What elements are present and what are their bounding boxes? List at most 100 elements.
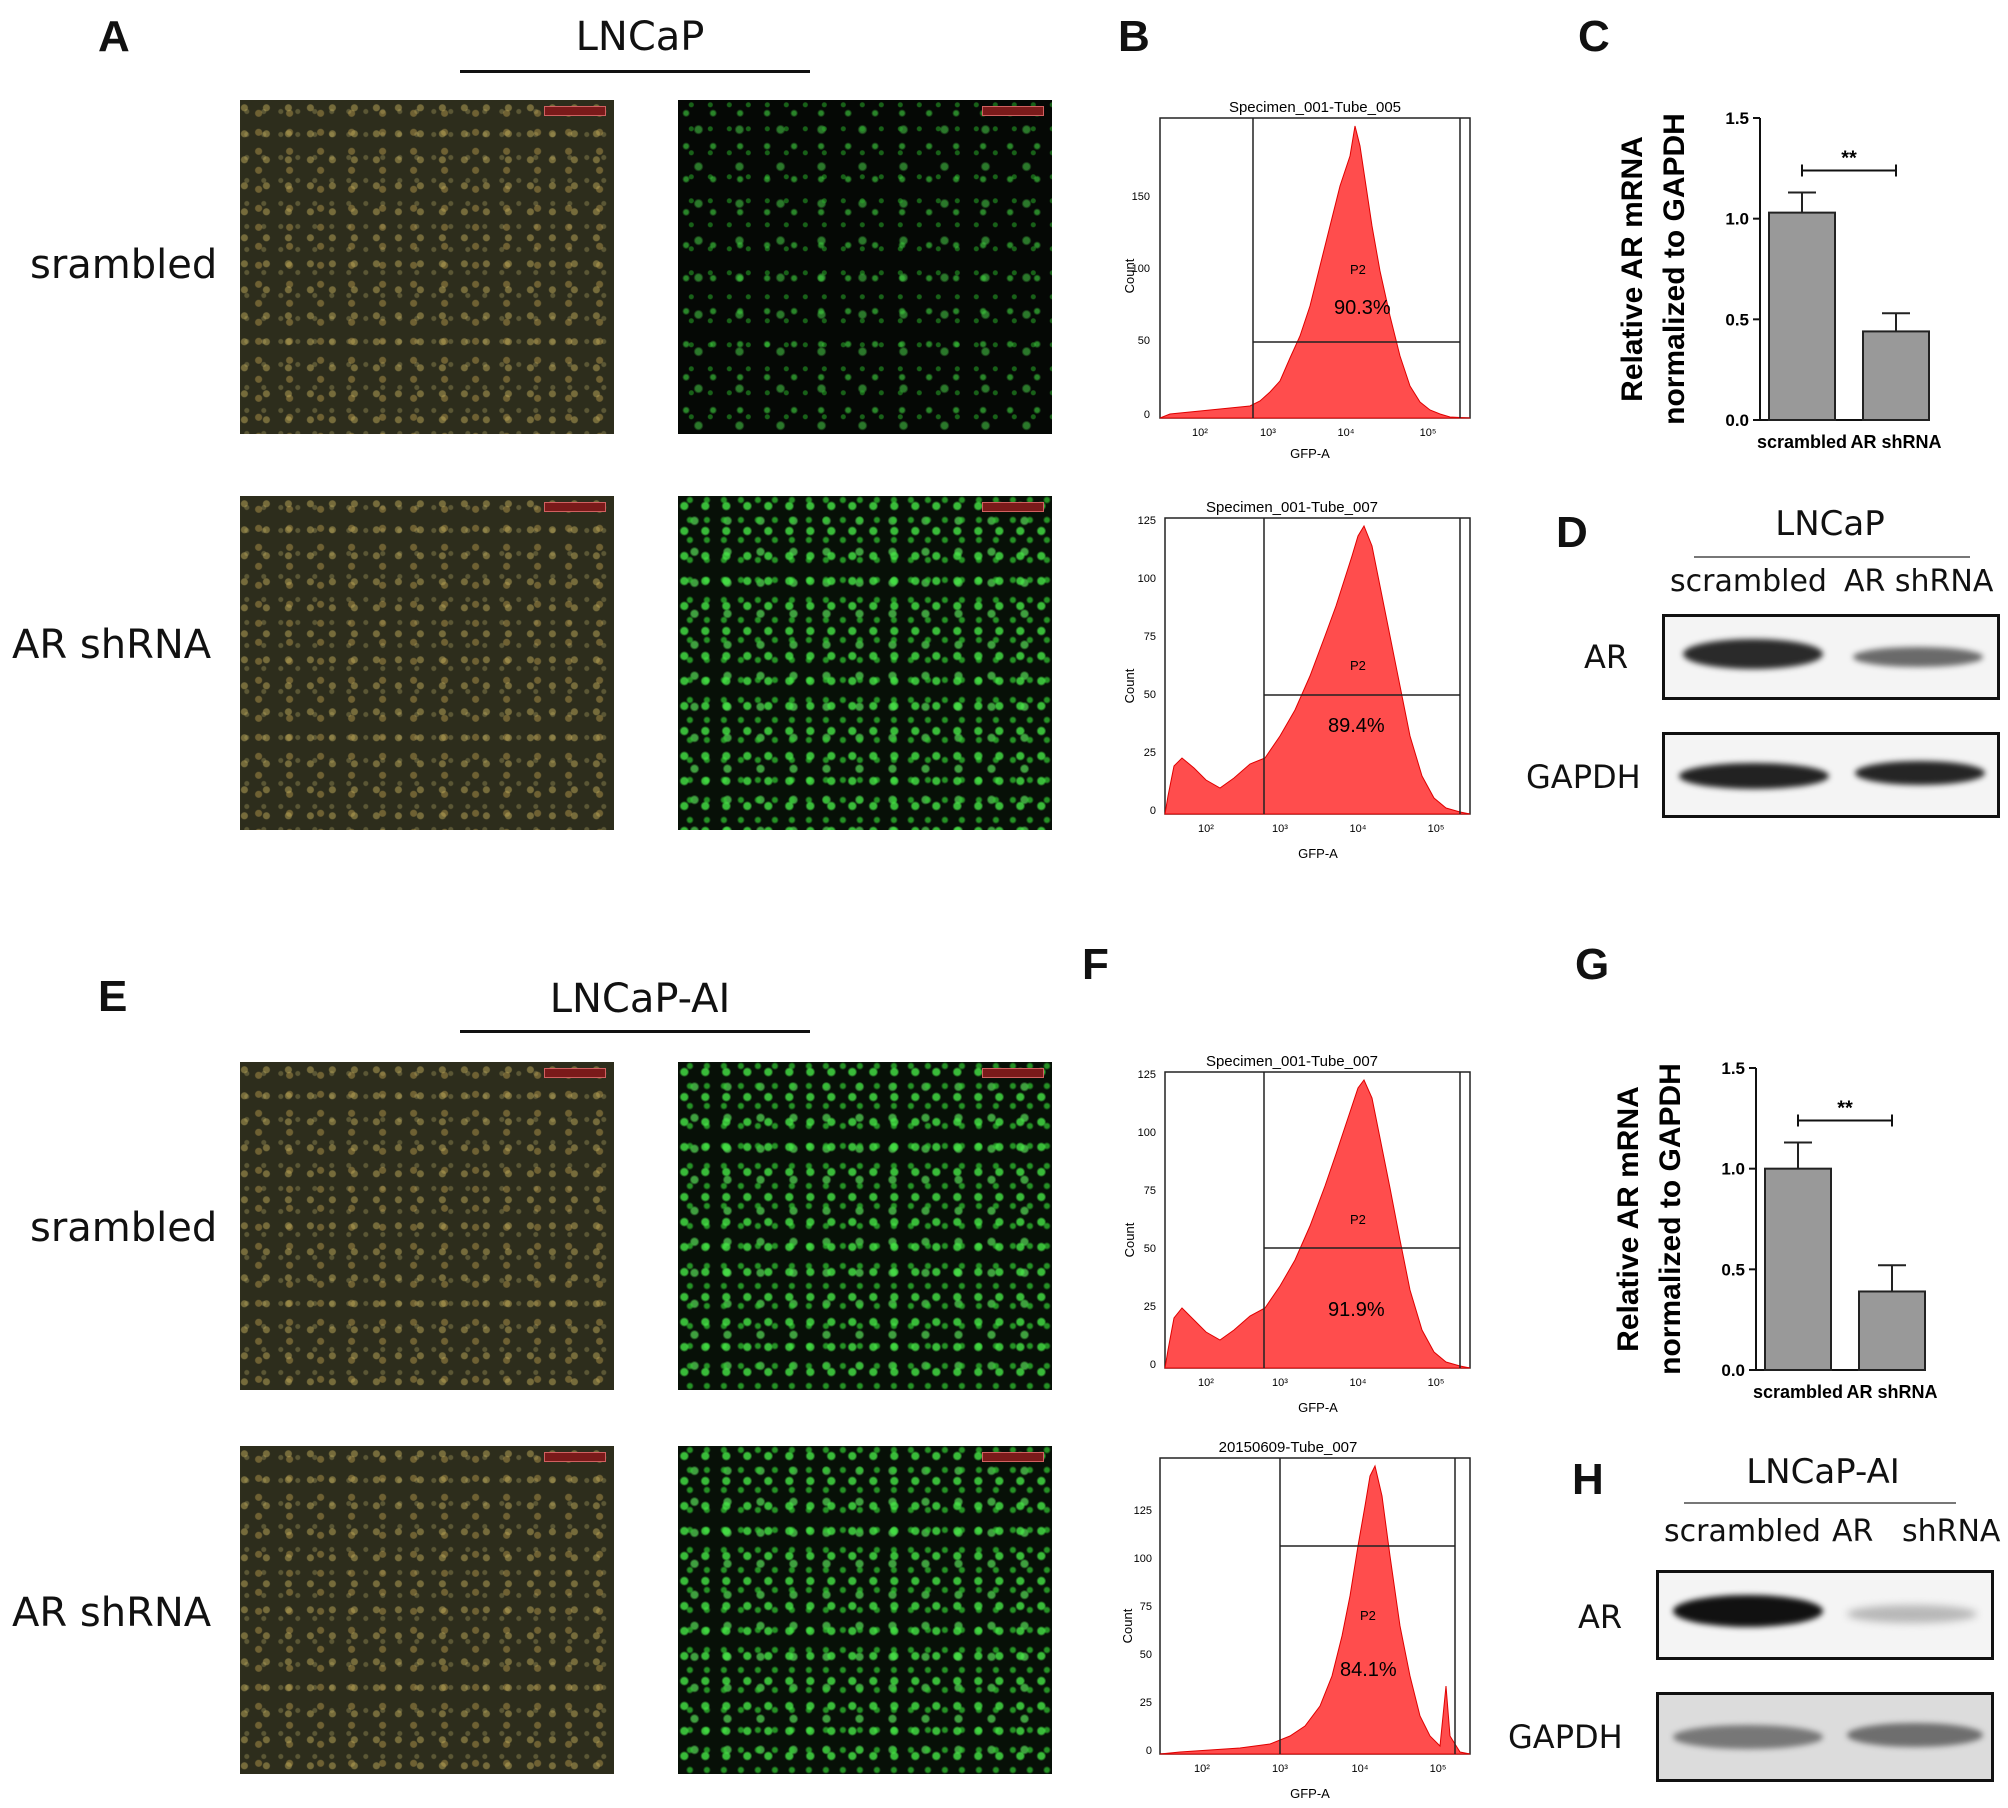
western-protein-label: GAPDH xyxy=(1508,1718,1623,1756)
flow-xlabel: GFP-A xyxy=(1290,446,1330,461)
flow-percent: 91.9% xyxy=(1328,1299,1385,1321)
flow-ytick: 0 xyxy=(1146,1745,1152,1757)
flow-histogram-fill xyxy=(1164,1079,1471,1369)
micrograph-gfp-scrambled-lncap-ai xyxy=(678,1062,1052,1390)
flow-xtick: 10⁵ xyxy=(1430,1763,1447,1775)
flow-xtick: 10² xyxy=(1192,427,1208,439)
flow-ytick: 100 xyxy=(1134,1553,1152,1565)
chart-category-label: scrambled xyxy=(1753,1382,1843,1402)
chart-ytick-label: 0.5 xyxy=(1725,310,1749,329)
flow-xtick: 10⁴ xyxy=(1338,427,1355,439)
micrograph-brightfield-ar-shrna-lncap-ai xyxy=(240,1446,614,1774)
western-blot-ar-d xyxy=(1662,614,2000,700)
flow-ytick: 100 xyxy=(1138,1127,1156,1139)
western-band xyxy=(1679,763,1829,789)
flow-histogram-f-top: Specimen_001-Tube_007 P2 91.9% Count 0 2… xyxy=(1122,1053,1471,1415)
chart-bar xyxy=(1858,1290,1926,1371)
flow-ytick: 75 xyxy=(1144,1185,1156,1197)
flow-xtick: 10² xyxy=(1194,1763,1210,1775)
flow-ytick: 25 xyxy=(1144,1301,1156,1313)
panel-label-c: C xyxy=(1578,12,1610,61)
western-band xyxy=(1673,1725,1823,1749)
row-label-ar-shrna-bottom: AR shRNA xyxy=(12,1590,212,1636)
chart-significance-label: ** xyxy=(1837,1097,1853,1119)
flow-ytick: 25 xyxy=(1140,1697,1152,1709)
flow-gate-label: P2 xyxy=(1350,1212,1366,1227)
western-lane-label: scrambled xyxy=(1670,564,1827,599)
flow-xtick: 10⁵ xyxy=(1428,1377,1445,1389)
flow-gate-label: P2 xyxy=(1360,1608,1376,1623)
flow-xtick: 10³ xyxy=(1260,427,1276,439)
flow-xtick: 10² xyxy=(1198,823,1214,835)
chart-bar xyxy=(1862,330,1930,421)
western-protein-label: AR xyxy=(1584,638,1629,676)
cell-line-underline-bottom xyxy=(460,1030,810,1033)
chart-ylabel: Relative AR mRNA xyxy=(1612,1086,1645,1352)
bar-chart-g: Relative AR mRNA normalized to GAPDH 0.0 0.… xyxy=(1612,1059,1938,1402)
panel-label-d: D xyxy=(1556,508,1588,557)
micrograph-gfp-ar-shrna-lncap xyxy=(678,496,1052,830)
flow-ytick: 0 xyxy=(1144,409,1150,421)
western-protein-label: GAPDH xyxy=(1526,758,1641,796)
cell-line-underline-top xyxy=(460,70,810,73)
row-label-scrambled-bottom: srambled xyxy=(30,1205,218,1251)
micrograph-brightfield-scrambled-lncap-ai xyxy=(240,1062,614,1390)
panel-label-f: F xyxy=(1082,940,1109,989)
chart-ytick-label: 0.0 xyxy=(1721,1361,1745,1380)
western-cell-line-h: LNCaP-AI xyxy=(1746,1452,1900,1492)
micrograph-gfp-scrambled-lncap xyxy=(678,100,1052,434)
flow-ylabel: Count xyxy=(1122,1222,1137,1257)
flow-ytick: 100 xyxy=(1138,573,1156,585)
chart-ytick-label: 1.5 xyxy=(1725,109,1749,128)
flow-ytick: 125 xyxy=(1138,1069,1156,1081)
flow-ytick: 25 xyxy=(1144,747,1156,759)
western-lane-label: AR shRNA xyxy=(1832,1514,2001,1549)
flow-xtick: 10³ xyxy=(1272,1763,1288,1775)
western-lane-label: AR shRNA xyxy=(1844,564,1994,599)
flow-ytick: 150 xyxy=(1132,191,1150,203)
flow-xlabel: GFP-A xyxy=(1290,1786,1330,1801)
flow-ytick: 75 xyxy=(1144,631,1156,643)
flow-gate-label: P2 xyxy=(1350,658,1366,673)
flow-xtick: 10³ xyxy=(1272,823,1288,835)
chart-bar xyxy=(1764,1167,1832,1371)
panel-label-g: G xyxy=(1575,940,1610,989)
panel-label-h: H xyxy=(1572,1455,1604,1504)
western-band xyxy=(1683,639,1823,669)
flow-histogram-f-bottom: 20150609-Tube_007 P2 84.1% Count 0 25 50… xyxy=(1120,1439,1471,1801)
flow-xlabel: GFP-A xyxy=(1298,846,1338,861)
panel-label-b: B xyxy=(1118,12,1150,61)
flow-ytick: 0 xyxy=(1150,1359,1156,1371)
flow-percent: 90.3% xyxy=(1334,297,1391,319)
flow-ytick: 50 xyxy=(1144,689,1156,701)
flow-ylabel: Count xyxy=(1122,258,1137,293)
flow-histogram-fill xyxy=(1159,1464,1471,1755)
flow-xtick: 10⁵ xyxy=(1428,823,1445,835)
western-blot-gapdh-h xyxy=(1656,1692,1994,1782)
flow-axes-frame xyxy=(1159,1457,1471,1755)
chart-significance-label: ** xyxy=(1841,147,1857,169)
western-protein-label: AR xyxy=(1578,1598,1623,1636)
flow-ytick: 50 xyxy=(1138,335,1150,347)
flow-ytick: 100 xyxy=(1132,263,1150,275)
panel-label-a: A xyxy=(98,12,130,61)
flow-xtick: 10³ xyxy=(1272,1377,1288,1389)
chart-ylabel: normalized to GAPDH xyxy=(1658,113,1691,425)
flow-histogram-b-top: Specimen_001-Tube_005 P2 90.3% Count 0 5… xyxy=(1122,99,1471,461)
cell-line-title-bottom: LNCaP-AI xyxy=(549,976,731,1022)
micrograph-brightfield-scrambled-lncap xyxy=(240,100,614,434)
western-blot-ar-h xyxy=(1656,1570,1994,1660)
flow-gate-label: P2 xyxy=(1350,262,1366,277)
western-underline-h xyxy=(1684,1502,1956,1504)
flow-histogram-b-bottom: Specimen_001-Tube_007 P2 89.4% Count 0 2… xyxy=(1122,499,1471,861)
panel-label-e: E xyxy=(98,972,128,1021)
chart-ytick-label: 1.0 xyxy=(1721,1160,1745,1179)
chart-category-label: AR shRNA xyxy=(1846,1382,1937,1402)
western-underline-d xyxy=(1694,556,1970,558)
flow-ytick: 0 xyxy=(1150,805,1156,817)
cell-line-title-top: LNCaP xyxy=(575,14,705,60)
flow-ytick: 75 xyxy=(1140,1601,1152,1613)
flow-xlabel: GFP-A xyxy=(1298,1400,1338,1415)
chart-ylabel: Relative AR mRNA xyxy=(1616,136,1649,402)
flow-title: Specimen_001-Tube_007 xyxy=(1206,499,1378,516)
